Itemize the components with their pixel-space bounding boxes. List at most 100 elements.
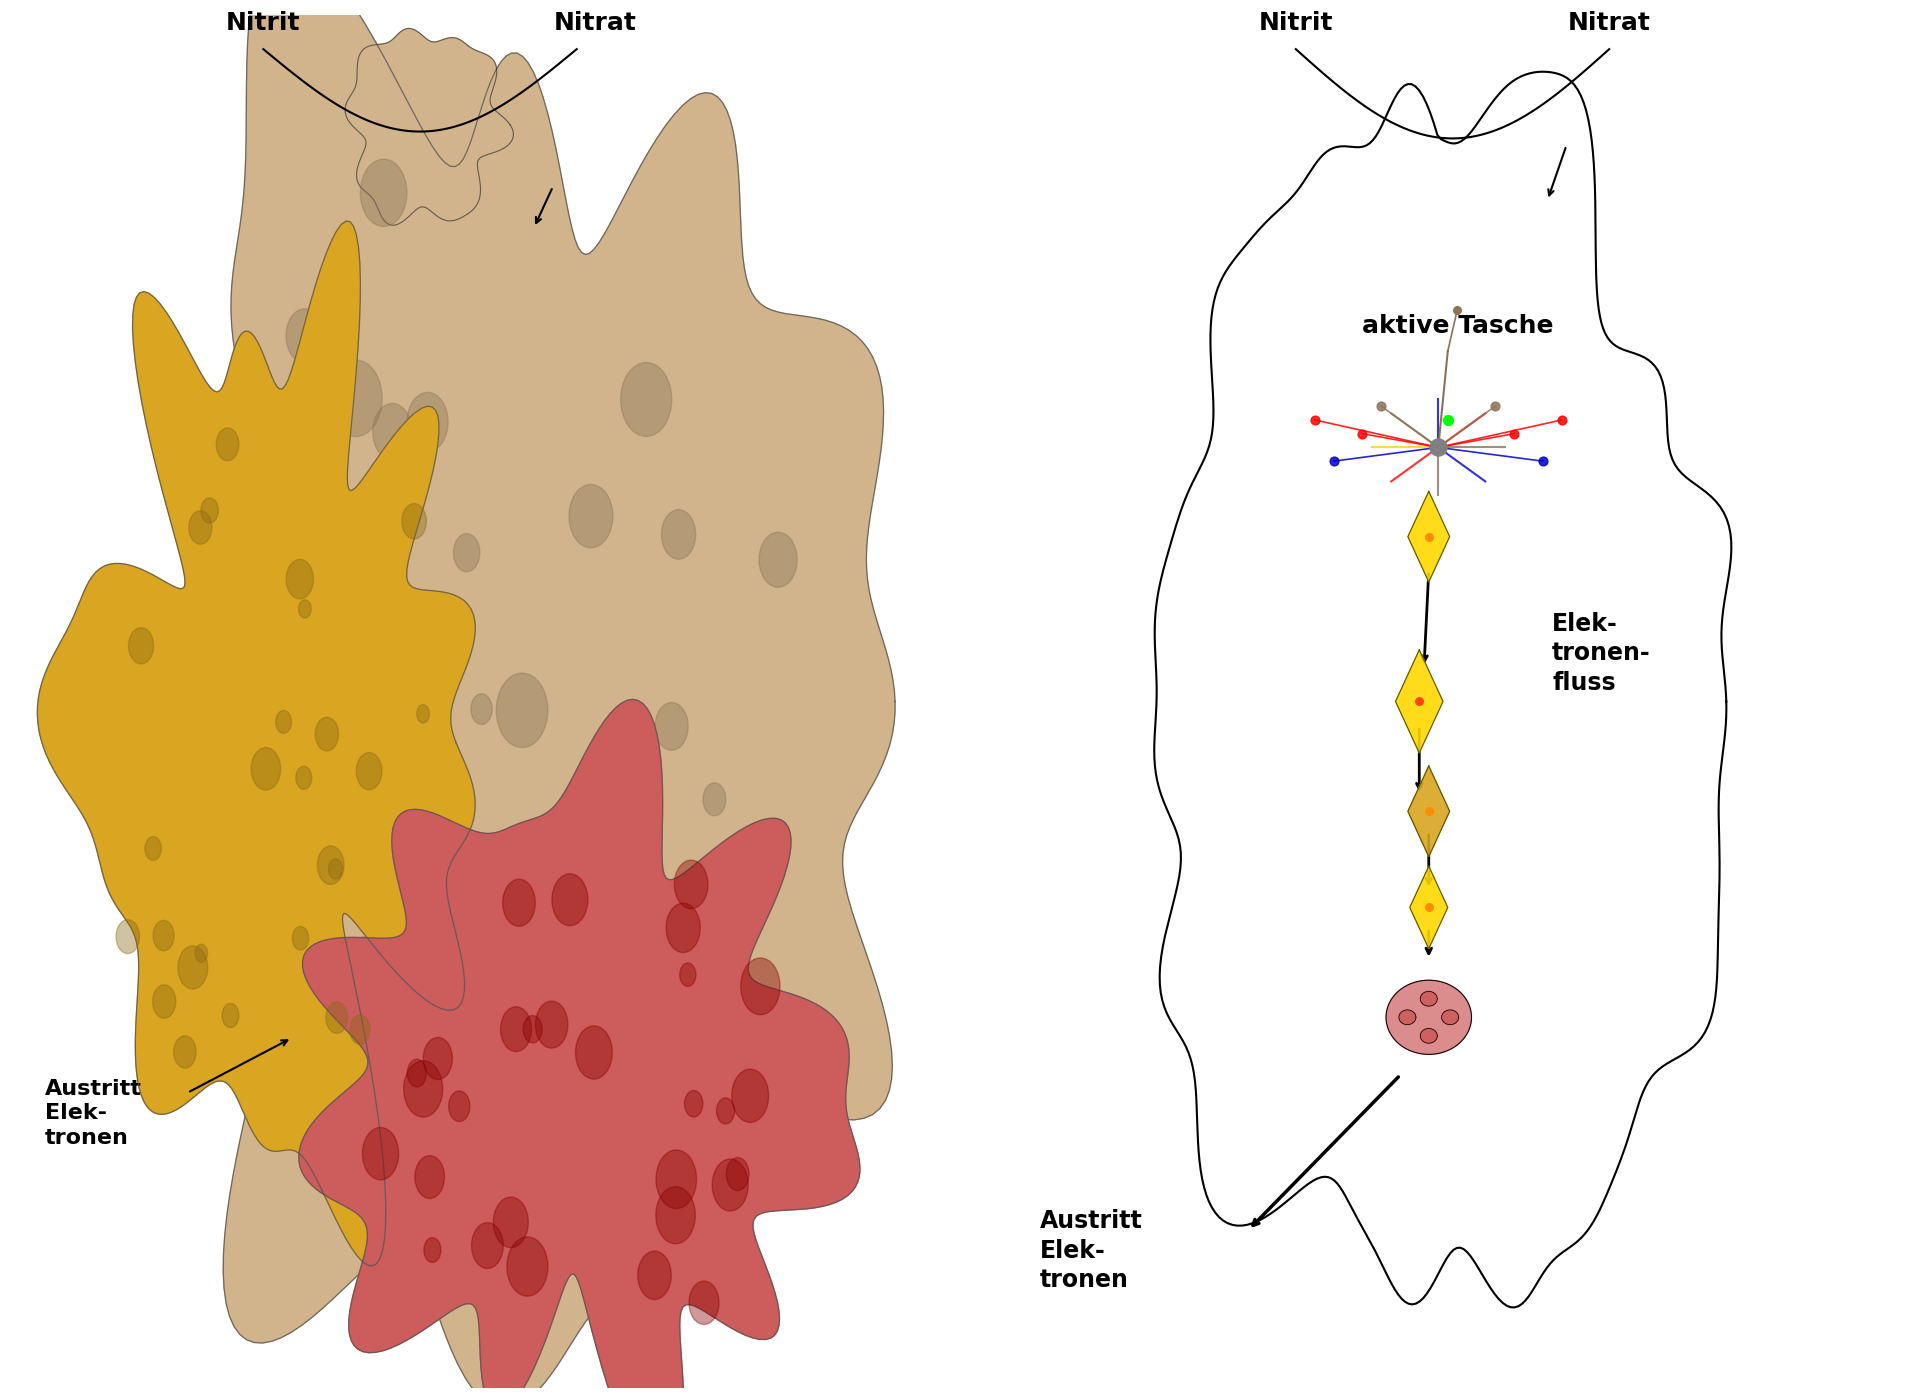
Circle shape bbox=[223, 1003, 238, 1028]
Circle shape bbox=[701, 882, 751, 956]
Circle shape bbox=[449, 1091, 470, 1122]
Circle shape bbox=[474, 857, 495, 887]
Point bbox=[1480, 395, 1511, 417]
Circle shape bbox=[662, 509, 695, 559]
Circle shape bbox=[353, 1170, 399, 1237]
Circle shape bbox=[252, 748, 280, 790]
Polygon shape bbox=[1154, 71, 1732, 1307]
Circle shape bbox=[666, 903, 701, 953]
Circle shape bbox=[173, 1035, 196, 1069]
Text: Austritt
Elek-
tronen: Austritt Elek- tronen bbox=[1039, 1209, 1142, 1292]
Circle shape bbox=[407, 1059, 426, 1087]
Circle shape bbox=[657, 1187, 695, 1244]
Circle shape bbox=[317, 845, 344, 884]
Circle shape bbox=[328, 859, 342, 879]
Text: Elek-
tronen-
fluss: Elek- tronen- fluss bbox=[1551, 611, 1651, 695]
Polygon shape bbox=[1400, 1010, 1415, 1025]
Polygon shape bbox=[1407, 491, 1450, 582]
Circle shape bbox=[470, 693, 492, 724]
Circle shape bbox=[292, 926, 309, 950]
Circle shape bbox=[689, 1281, 718, 1324]
Point bbox=[1413, 526, 1444, 548]
Circle shape bbox=[507, 1237, 547, 1296]
Circle shape bbox=[286, 308, 323, 363]
Circle shape bbox=[202, 498, 219, 523]
Circle shape bbox=[703, 783, 726, 816]
Point bbox=[1526, 451, 1557, 473]
Circle shape bbox=[417, 704, 430, 723]
Circle shape bbox=[524, 1016, 541, 1043]
Circle shape bbox=[403, 1060, 444, 1117]
Point bbox=[1500, 423, 1530, 445]
Polygon shape bbox=[1386, 981, 1471, 1055]
Circle shape bbox=[296, 766, 311, 790]
Polygon shape bbox=[1421, 992, 1438, 1006]
Circle shape bbox=[361, 159, 407, 226]
Circle shape bbox=[315, 717, 338, 751]
Circle shape bbox=[551, 873, 588, 926]
Circle shape bbox=[657, 1149, 697, 1208]
Circle shape bbox=[726, 1158, 749, 1190]
Circle shape bbox=[453, 534, 480, 572]
Circle shape bbox=[115, 919, 140, 954]
Circle shape bbox=[758, 533, 797, 587]
Circle shape bbox=[154, 921, 175, 951]
Polygon shape bbox=[1396, 650, 1444, 753]
Circle shape bbox=[424, 1237, 442, 1262]
Text: Nitrat: Nitrat bbox=[555, 11, 637, 35]
Circle shape bbox=[497, 674, 547, 748]
Circle shape bbox=[576, 1025, 612, 1080]
Text: Nitrat: Nitrat bbox=[1569, 11, 1651, 35]
Circle shape bbox=[685, 1091, 703, 1117]
Circle shape bbox=[568, 484, 612, 548]
Point bbox=[1413, 801, 1444, 823]
Point bbox=[1348, 423, 1379, 445]
Point bbox=[1546, 409, 1576, 431]
Circle shape bbox=[741, 958, 780, 1014]
Circle shape bbox=[401, 504, 426, 538]
Circle shape bbox=[415, 1155, 445, 1198]
Circle shape bbox=[298, 600, 311, 618]
Circle shape bbox=[288, 795, 319, 840]
Point bbox=[1365, 395, 1396, 417]
Circle shape bbox=[513, 1133, 559, 1197]
Circle shape bbox=[407, 392, 447, 452]
Circle shape bbox=[620, 363, 672, 437]
Circle shape bbox=[422, 1038, 453, 1080]
Circle shape bbox=[545, 1113, 580, 1162]
Circle shape bbox=[712, 1159, 749, 1211]
Circle shape bbox=[472, 1222, 503, 1268]
Circle shape bbox=[637, 1251, 672, 1300]
Polygon shape bbox=[184, 0, 895, 1395]
Text: Nitrit: Nitrit bbox=[1260, 11, 1332, 35]
Circle shape bbox=[493, 1197, 528, 1247]
Circle shape bbox=[326, 1002, 348, 1034]
Circle shape bbox=[680, 963, 695, 986]
Circle shape bbox=[716, 1098, 735, 1124]
Point bbox=[1442, 299, 1473, 321]
Text: Austritt
Elek-
tronen: Austritt Elek- tronen bbox=[44, 1078, 142, 1148]
Circle shape bbox=[732, 1069, 768, 1123]
Circle shape bbox=[357, 752, 382, 790]
Circle shape bbox=[372, 403, 411, 460]
Circle shape bbox=[286, 559, 313, 598]
Text: aktive Tasche: aktive Tasche bbox=[1361, 314, 1553, 338]
Circle shape bbox=[276, 710, 292, 734]
Polygon shape bbox=[1421, 1028, 1438, 1043]
Circle shape bbox=[188, 511, 211, 544]
Point bbox=[1432, 409, 1463, 431]
Circle shape bbox=[503, 879, 536, 926]
Point bbox=[1300, 409, 1331, 431]
Circle shape bbox=[217, 428, 238, 460]
Circle shape bbox=[328, 360, 382, 437]
Circle shape bbox=[349, 1016, 371, 1045]
Polygon shape bbox=[1407, 766, 1450, 857]
Point bbox=[1319, 451, 1350, 473]
Circle shape bbox=[152, 985, 177, 1018]
Circle shape bbox=[655, 703, 687, 751]
Circle shape bbox=[361, 1105, 399, 1162]
Circle shape bbox=[303, 513, 336, 562]
Point bbox=[1404, 691, 1434, 713]
Circle shape bbox=[536, 1002, 568, 1048]
Polygon shape bbox=[346, 28, 513, 225]
